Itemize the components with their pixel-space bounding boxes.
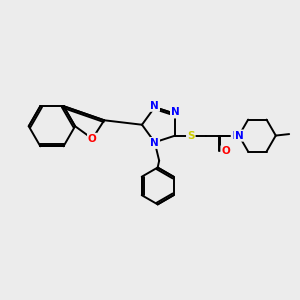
Text: N: N	[232, 130, 240, 141]
Text: O: O	[221, 146, 230, 156]
Text: O: O	[221, 146, 230, 156]
Text: N: N	[150, 138, 159, 148]
Text: N: N	[235, 130, 243, 141]
Text: O: O	[88, 134, 97, 144]
Text: N: N	[171, 107, 180, 117]
Text: N: N	[150, 101, 159, 111]
Text: N: N	[171, 107, 180, 117]
Text: S: S	[187, 130, 194, 141]
Text: N: N	[235, 130, 243, 141]
Text: S: S	[187, 130, 194, 141]
Text: N: N	[150, 138, 159, 148]
Text: N: N	[150, 101, 159, 111]
Text: O: O	[88, 134, 97, 144]
